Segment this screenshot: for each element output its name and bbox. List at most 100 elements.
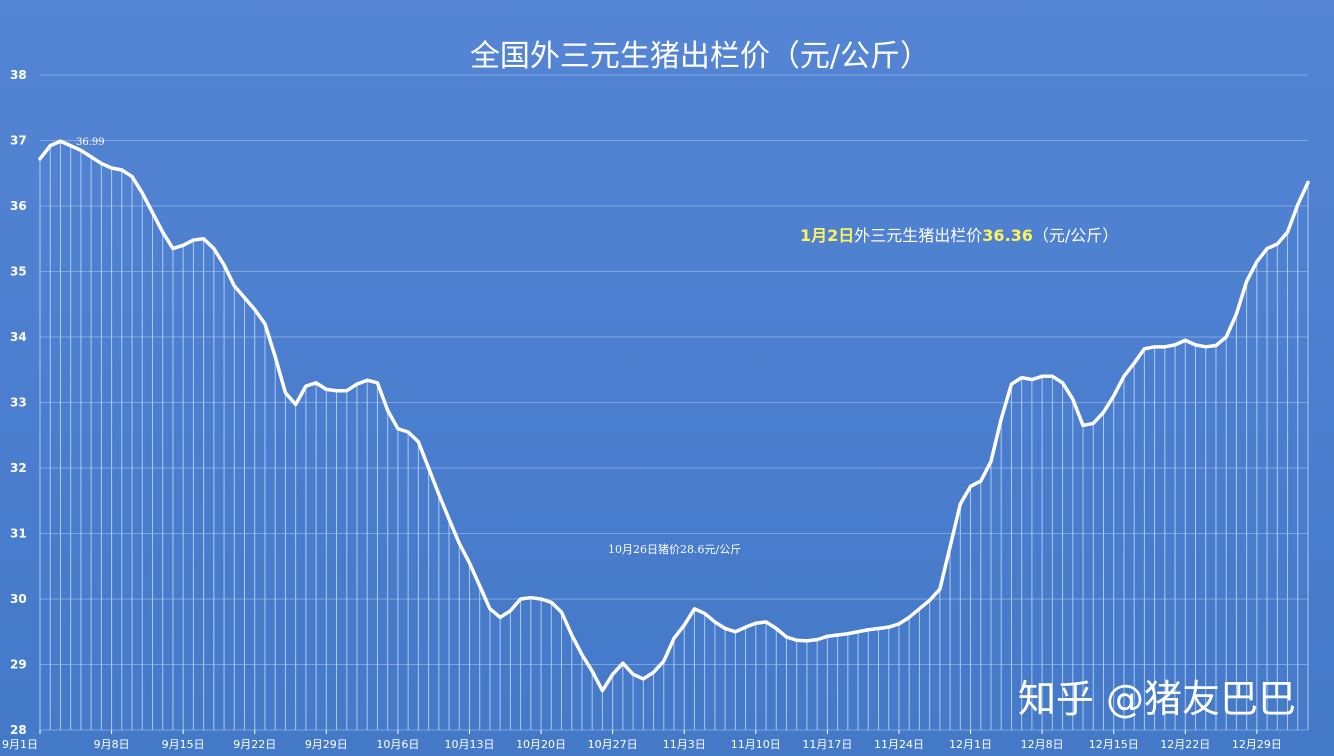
latest-value: 36.36 <box>982 226 1033 245</box>
x-tick-label: 9月8日 <box>94 738 130 751</box>
x-tick-label: 12月1日 <box>949 738 992 751</box>
data-point <box>69 144 72 147</box>
data-point <box>38 157 42 161</box>
data-point <box>928 599 931 602</box>
data-point <box>601 689 604 692</box>
y-tick-label: 29 <box>10 658 27 672</box>
y-tick-label: 38 <box>10 68 27 82</box>
data-point <box>509 609 512 612</box>
data-point <box>846 632 850 635</box>
data-point <box>1030 378 1034 381</box>
data-point <box>1122 375 1126 378</box>
data-point <box>1051 375 1054 378</box>
x-axis: 9月1日 9月8日 9月15日 9月22日 9月29日 10月6日 10月13日 10月20日… <box>2 730 1282 751</box>
data-point <box>642 677 645 681</box>
data-point <box>79 149 83 152</box>
data-point <box>355 382 359 386</box>
data-point <box>550 601 553 604</box>
data-point <box>171 247 175 250</box>
data-point <box>662 660 665 663</box>
data-point <box>222 263 226 267</box>
data-point <box>826 635 829 638</box>
data-points <box>38 139 1310 692</box>
data-point <box>754 622 758 625</box>
data-point <box>181 244 185 247</box>
data-point <box>386 409 389 412</box>
data-point <box>836 633 839 637</box>
data-point <box>1102 411 1105 414</box>
data-point <box>621 661 625 665</box>
data-point <box>1204 345 1207 349</box>
chart-title: 全国外三元生猪出栏价（元/公斤） <box>470 39 930 74</box>
data-point <box>744 625 747 629</box>
y-tick-label: 35 <box>10 265 27 279</box>
data-point <box>1214 344 1218 347</box>
data-point <box>856 630 860 633</box>
y-tick-label: 28 <box>10 723 27 737</box>
x-tick-label: 9月29日 <box>305 738 348 751</box>
data-point <box>130 175 134 178</box>
x-tick-label: 10月6日 <box>376 738 419 751</box>
data-point <box>1163 345 1167 349</box>
data-point <box>120 168 124 172</box>
data-point <box>938 587 942 591</box>
y-tick-label: 33 <box>10 396 27 410</box>
data-point <box>1245 280 1248 283</box>
data-point <box>764 620 768 624</box>
data-point <box>100 162 103 165</box>
y-tick-label: 30 <box>10 592 27 606</box>
data-point <box>192 238 195 242</box>
data-point <box>897 622 901 626</box>
data-point <box>867 628 870 631</box>
data-point <box>815 638 819 641</box>
data-point <box>1000 417 1003 421</box>
data-point <box>723 627 727 630</box>
x-tick-label: 12月15日 <box>1089 738 1139 751</box>
data-point <box>1255 260 1259 263</box>
data-point <box>519 597 522 601</box>
data-point <box>877 627 880 630</box>
data-point <box>959 502 962 506</box>
data-point <box>417 440 420 443</box>
data-point <box>672 637 676 640</box>
data-point <box>1092 422 1095 425</box>
data-point <box>560 610 563 614</box>
data-point <box>488 607 492 611</box>
data-point <box>1153 345 1156 349</box>
x-tick-label: 12月29日 <box>1232 738 1282 751</box>
data-point <box>1224 335 1228 339</box>
data-point <box>427 466 430 470</box>
data-point <box>948 545 952 548</box>
data-point <box>1020 376 1023 379</box>
data-point <box>243 296 246 299</box>
latest-text: 外三元生猪出栏价 <box>854 226 982 245</box>
data-point <box>1173 343 1177 347</box>
y-tick-label: 37 <box>10 134 27 148</box>
data-point <box>1061 381 1064 385</box>
x-tick-label: 10月13日 <box>444 738 494 751</box>
data-point <box>59 139 62 143</box>
grid-lines <box>40 74 1308 731</box>
data-point <box>887 625 890 629</box>
data-point <box>1081 424 1085 427</box>
data-point <box>570 633 573 637</box>
data-point <box>1276 242 1279 246</box>
data-point <box>907 616 911 619</box>
y-tick-label: 31 <box>10 527 27 541</box>
data-point <box>1132 362 1136 365</box>
data-point <box>529 596 533 599</box>
data-point <box>273 355 277 358</box>
data-point <box>785 635 788 639</box>
data-point <box>325 388 328 391</box>
x-tick-label: 10月27日 <box>588 738 638 751</box>
x-tick-label: 9月22日 <box>233 738 276 751</box>
data-point <box>49 144 52 147</box>
data-point <box>1194 343 1197 347</box>
data-point <box>775 627 778 630</box>
data-point <box>396 427 400 430</box>
trough-annotation: 10月26日猪价28.6元/公斤 <box>608 543 741 556</box>
data-point <box>161 231 164 234</box>
data-point <box>447 517 451 521</box>
